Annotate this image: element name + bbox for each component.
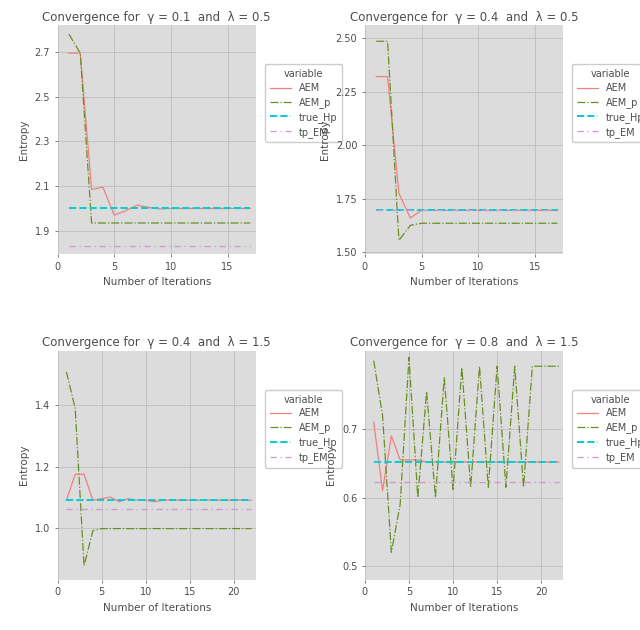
Title: Convergence for  γ = 0.8  and  λ = 1.5: Convergence for γ = 0.8 and λ = 1.5 [350, 336, 579, 350]
X-axis label: Number of Iterations: Number of Iterations [410, 277, 518, 287]
X-axis label: Number of Iterations: Number of Iterations [102, 603, 211, 613]
Y-axis label: Entropy: Entropy [320, 120, 330, 160]
Y-axis label: Entropy: Entropy [19, 120, 29, 160]
X-axis label: Number of Iterations: Number of Iterations [410, 603, 518, 613]
Title: Convergence for  γ = 0.4  and  λ = 1.5: Convergence for γ = 0.4 and λ = 1.5 [42, 336, 271, 350]
Y-axis label: Entropy: Entropy [19, 445, 29, 485]
Legend: AEM, AEM_p, true_Hp, tp_EM: AEM, AEM_p, true_Hp, tp_EM [572, 64, 640, 142]
Legend: AEM, AEM_p, true_Hp, tp_EM: AEM, AEM_p, true_Hp, tp_EM [265, 64, 342, 142]
Title: Convergence for  γ = 0.4  and  λ = 0.5: Convergence for γ = 0.4 and λ = 0.5 [350, 11, 579, 24]
Legend: AEM, AEM_p, true_Hp, tp_EM: AEM, AEM_p, true_Hp, tp_EM [265, 390, 342, 467]
Legend: AEM, AEM_p, true_Hp, tp_EM: AEM, AEM_p, true_Hp, tp_EM [572, 390, 640, 467]
Y-axis label: Entropy: Entropy [326, 445, 337, 485]
Title: Convergence for  γ = 0.1  and  λ = 0.5: Convergence for γ = 0.1 and λ = 0.5 [42, 11, 271, 24]
X-axis label: Number of Iterations: Number of Iterations [102, 277, 211, 287]
